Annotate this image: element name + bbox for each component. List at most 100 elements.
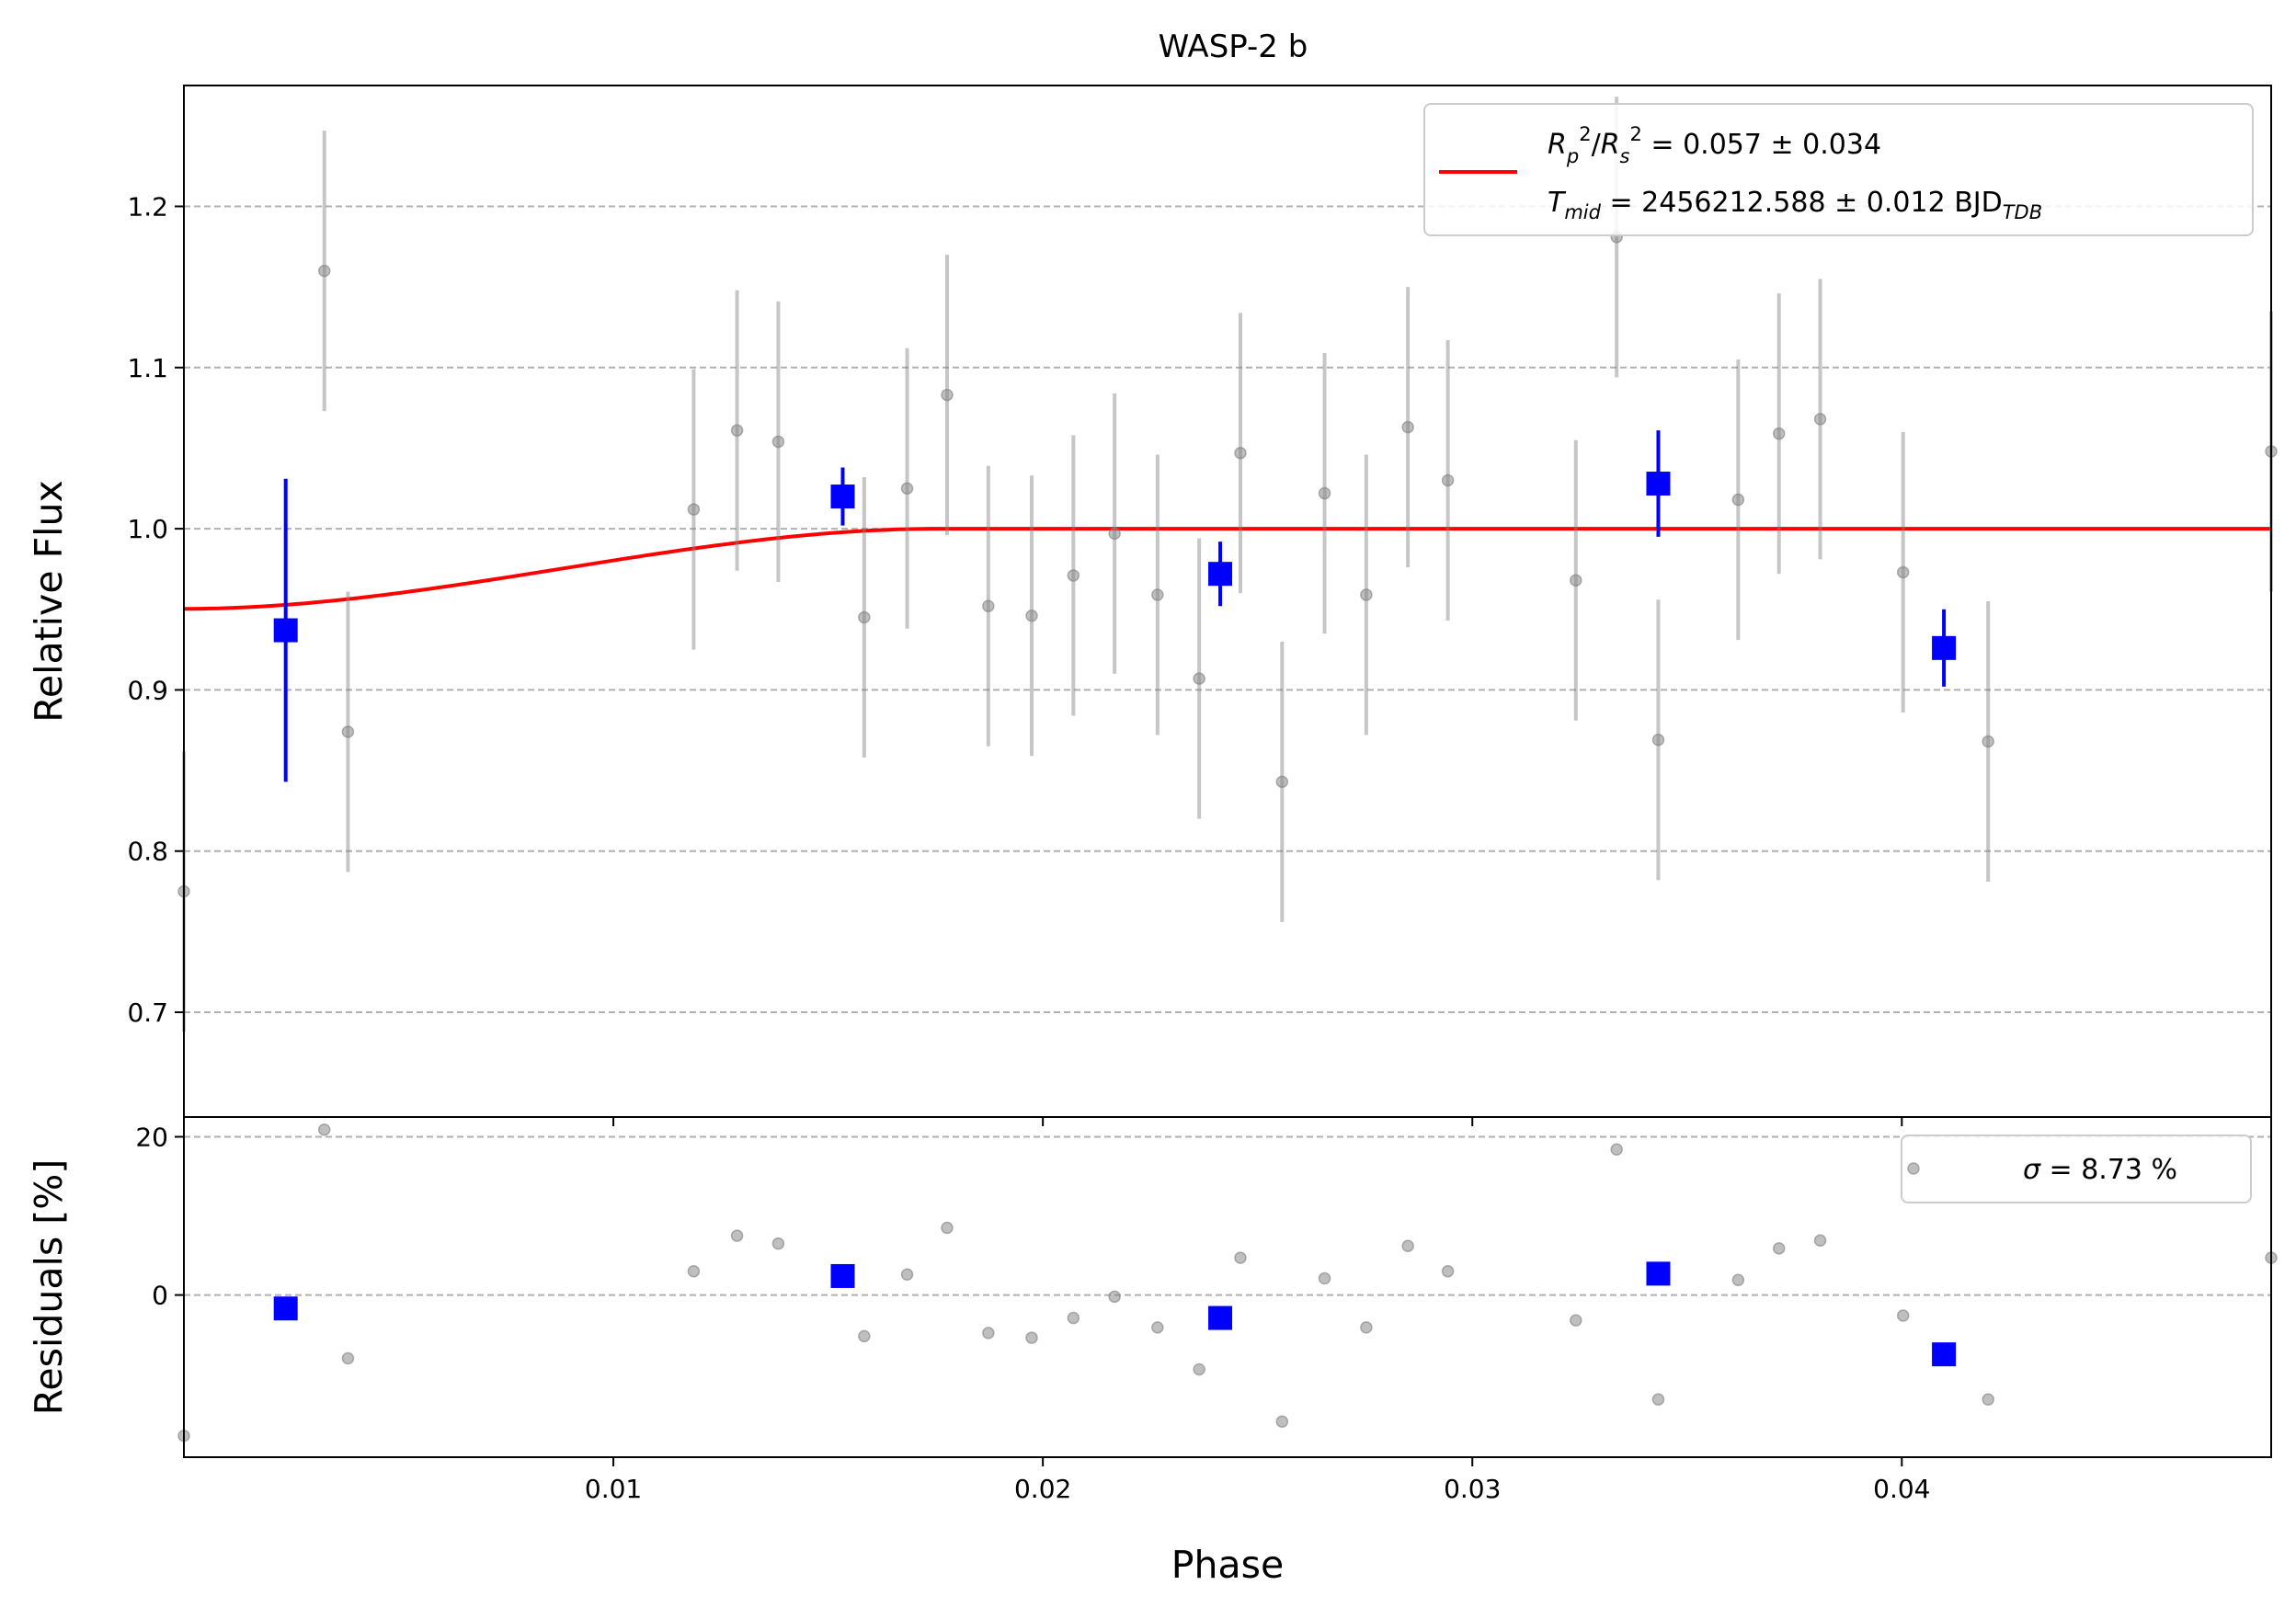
top-y-tick-label: 0.7 [127, 998, 168, 1028]
binned-residual-point [1932, 1342, 1957, 1367]
data-point [1772, 427, 1786, 440]
chart-title: WASP-2 b [1159, 29, 1308, 65]
data-point [687, 503, 701, 516]
residual-point [771, 1237, 785, 1250]
residual-point [1275, 1415, 1289, 1429]
legend-residual-marker [1907, 1162, 1920, 1175]
binned-point [1646, 472, 1671, 496]
binned-residual-point [1646, 1261, 1671, 1286]
top-panel-model-curve [184, 527, 2271, 611]
bottom-panel-data-points [177, 1123, 2278, 1442]
data-point [1275, 775, 1289, 789]
residual-point [1651, 1393, 1665, 1406]
top-panel-y-ticks: 0.7 0.8 0.9 1.0 1.1 1.2 [127, 191, 184, 1028]
legend-tmid-value: = 2456212.588 ± 0.012 BJD [1601, 187, 2003, 219]
top-y-tick-label: 0.8 [127, 837, 168, 867]
residual-point [1731, 1273, 1745, 1287]
residual-point [900, 1268, 914, 1281]
data-point [1193, 672, 1205, 685]
top-y-tick-label: 1.1 [127, 353, 168, 383]
residual-point [1441, 1265, 1455, 1278]
residual-point [317, 1123, 331, 1136]
top-y-tick-label: 1.2 [127, 191, 168, 222]
data-point [771, 435, 785, 449]
data-point [1025, 610, 1038, 622]
data-point [1318, 486, 1331, 500]
binned-residual-point [830, 1263, 855, 1288]
top-panel-binned-points [273, 430, 1957, 782]
x-axis-label: Phase [1171, 1543, 1284, 1587]
residual-point [1982, 1393, 1994, 1406]
bottom-panel-frame [183, 1116, 2272, 1458]
data-point [730, 424, 744, 437]
x-tick-label: 0.04 [1873, 1474, 1930, 1504]
residual-point [1151, 1321, 1164, 1334]
data-point [1067, 569, 1080, 582]
data-point [1651, 734, 1665, 747]
binned-point [273, 618, 298, 643]
data-point [1151, 588, 1164, 601]
legend-depth-entry: Rp2/Rs2 = 0.057 ± 0.034 [1548, 123, 1881, 167]
residual-point [1772, 1242, 1786, 1255]
residual-point [1896, 1309, 1910, 1322]
data-point [1360, 588, 1373, 601]
residual-point [941, 1221, 954, 1235]
x-tick-label: 0.01 [585, 1474, 642, 1504]
data-point [941, 388, 954, 402]
residual-point [858, 1329, 871, 1343]
bottom-panel-binned-points [273, 1261, 1957, 1367]
top-legend-box [1423, 103, 2254, 236]
data-point [982, 599, 995, 613]
data-point [1108, 527, 1121, 541]
residual-point [341, 1351, 355, 1365]
residual-point [1193, 1362, 1205, 1376]
residual-point [730, 1229, 744, 1242]
binned-residual-point [273, 1296, 298, 1321]
data-point [1441, 473, 1455, 487]
bottom-panel-gridlines [184, 1135, 2271, 1296]
legend-sigma-value: = 8.73 % [2040, 1154, 2177, 1186]
data-point [1982, 735, 1994, 748]
residual-point [1067, 1311, 1080, 1325]
top-y-tick-label: 1.0 [127, 514, 168, 544]
data-point [1234, 446, 1247, 460]
residual-point [1360, 1321, 1373, 1334]
residual-point [1813, 1234, 1827, 1247]
data-point [1896, 565, 1910, 579]
data-point [858, 610, 871, 624]
bottom-legend: σ = 8.73 % [1901, 1134, 2252, 1203]
x-tick-label: 0.02 [1014, 1474, 1071, 1504]
legend-sigma-entry: σ = 8.73 % [2023, 1154, 2177, 1186]
data-point [317, 264, 331, 278]
binned-point [830, 485, 855, 509]
top-legend: Rp2/Rs2 = 0.057 ± 0.034 Tmid = 2456212.5… [1423, 103, 2254, 236]
bottom-y-tick-label: 0 [152, 1281, 168, 1311]
legend-sigma-symbol: σ [2023, 1154, 2041, 1186]
residual-point [1318, 1271, 1331, 1285]
residual-point [1234, 1251, 1247, 1264]
bottom-panel-x-ticks: 0.01 0.02 0.03 0.04 [585, 1457, 1930, 1504]
binned-point [1932, 635, 1957, 660]
binned-point [1208, 562, 1233, 587]
x-tick-label: 0.03 [1444, 1474, 1501, 1504]
data-point [1570, 574, 1582, 587]
top-panel-x-ticks [612, 1117, 1903, 1126]
residual-point [982, 1327, 995, 1340]
legend-depth-value: = 0.057 ± 0.034 [1642, 129, 1881, 161]
bottom-y-axis-label: Residuals [%] [27, 1159, 71, 1416]
legend-tmid-entry: Tmid = 2456212.588 ± 0.012 BJDTDB [1548, 187, 2042, 223]
data-point [1813, 413, 1827, 426]
bottom-panel-y-ticks: 0 20 [135, 1123, 184, 1311]
residual-point [1570, 1314, 1582, 1327]
residual-point [687, 1265, 701, 1278]
data-point [341, 725, 355, 738]
legend-tmid-subscript: TDB [2003, 201, 2042, 223]
residual-point [1401, 1239, 1414, 1253]
data-point [900, 482, 914, 496]
transit-model-line [184, 527, 2271, 611]
top-y-axis-label: Relative Flux [27, 480, 71, 723]
data-point [1401, 420, 1414, 434]
data-point [1731, 493, 1745, 507]
